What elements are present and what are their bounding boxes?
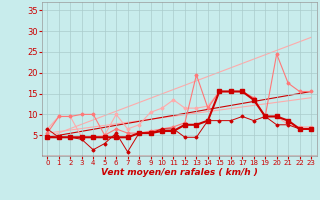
X-axis label: Vent moyen/en rafales ( km/h ): Vent moyen/en rafales ( km/h ) [101, 168, 258, 177]
